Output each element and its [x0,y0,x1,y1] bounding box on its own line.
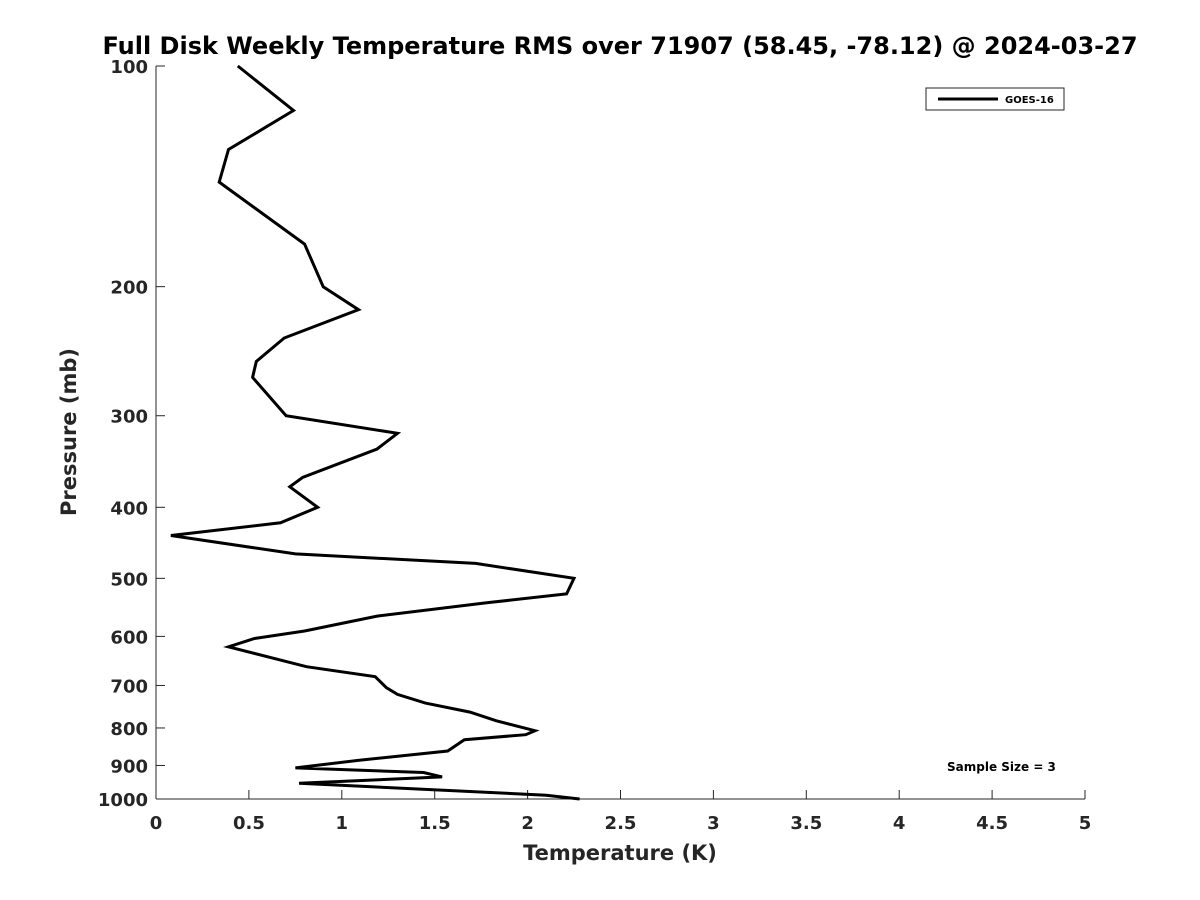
x-tick-label: 2.5 [605,813,637,834]
x-tick-label: 4 [893,813,906,834]
y-axis-ticks: 100 200 300 400 500 600 700 800 900 1000 [98,57,165,811]
y-tick-label: 500 [110,569,148,590]
legend: GOES-16 [925,87,1065,111]
y-tick-label: 1000 [98,790,148,811]
series-line-goes-16 [170,64,580,801]
x-axis-ticks: 0 0.5 1 1.5 2 2.5 3 3.5 4 4.5 5 [150,790,1092,834]
x-tick-label: 4.5 [976,813,1008,834]
x-tick-label: 3 [707,813,720,834]
chart-title: Full Disk Weekly Temperature RMS over 71… [102,32,1137,60]
x-tick-label: 1 [336,813,349,834]
y-tick-label: 300 [110,407,148,428]
x-tick-label: 5 [1079,813,1092,834]
sample-size-annotation: Sample Size = 3 [947,760,1056,774]
x-tick-label: 1.5 [419,813,451,834]
x-axis-label: Temperature (K) [523,841,717,865]
y-tick-label: 200 [110,278,148,299]
y-tick-label: 100 [110,57,148,78]
x-tick-label: 0 [150,813,163,834]
y-tick-label: 900 [110,756,148,777]
x-tick-label: 2 [521,813,534,834]
y-axis-label: Pressure (mb) [57,348,81,516]
x-tick-label: 0.5 [233,813,265,834]
y-tick-label: 700 [110,676,148,697]
y-tick-label: 800 [110,719,148,740]
y-tick-label: 400 [110,498,148,519]
y-tick-label: 600 [110,627,148,648]
legend-label-goes-16: GOES-16 [1005,95,1054,106]
x-tick-label: 3.5 [790,813,822,834]
